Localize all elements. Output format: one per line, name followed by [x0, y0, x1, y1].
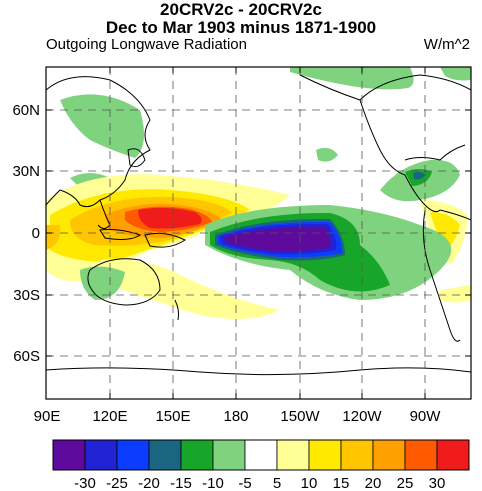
lon-label-90e: 90E [34, 408, 61, 425]
shade-npac-blob [316, 147, 338, 162]
colorbar-swatch [148, 439, 182, 471]
shade-pos-30 [138, 207, 202, 229]
colorbar-swatch [276, 439, 310, 471]
colorbar-swatch [308, 439, 342, 471]
colorbar-swatch [52, 439, 86, 471]
colorbar-label: -25 [106, 475, 128, 491]
lat-label-60s: 60S [13, 348, 40, 365]
colorbar-swatch [436, 439, 470, 471]
colorbar-label: 25 [397, 475, 414, 491]
colorbar-label: 30 [429, 475, 446, 491]
colorbar-label: -30 [74, 475, 96, 491]
variable-label: Outgoing Longwave Radiation [46, 36, 247, 53]
colorbar-label: -15 [170, 475, 192, 491]
lat-label-30s: 30S [13, 287, 40, 304]
axis-ticks [46, 67, 471, 399]
colorbar-swatch [180, 439, 214, 471]
lon-label-90w: 90W [410, 408, 442, 425]
shade-north-atlantic [440, 67, 471, 81]
shade-north-pacific [290, 67, 414, 90]
lon-label-120e: 120E [92, 408, 127, 425]
colorbar-swatch [116, 439, 150, 471]
lat-label-30n: 30N [12, 163, 40, 180]
colorbar-swatch [340, 439, 374, 471]
colorbar-label: 5 [273, 475, 281, 491]
shade-indian-ocean [46, 225, 61, 250]
colorbar-label: -10 [202, 475, 224, 491]
anomaly-field [46, 67, 471, 399]
lat-label-60n: 60N [12, 102, 40, 119]
colorbar-swatch [404, 439, 438, 471]
title-line-1: 20CRV2c - 20CRV2c [160, 0, 322, 19]
map-grid [46, 67, 471, 399]
colorbar-swatch [244, 439, 278, 471]
shade-gulf-core2 [413, 171, 426, 180]
lon-label-150e: 150E [155, 408, 190, 425]
coastlines [46, 74, 471, 376]
title-line-2: Dec to Mar 1903 minus 1871-1900 [105, 18, 377, 37]
lon-label-120w: 120W [342, 408, 382, 425]
lat-label-eq: 0 [32, 225, 40, 242]
colorbar-label: -20 [138, 475, 160, 491]
colorbar-label: 15 [333, 475, 350, 491]
units-label: W/m^2 [423, 36, 470, 53]
colorbar-swatch [212, 439, 246, 471]
colorbar-label: 10 [301, 475, 318, 491]
lon-label-150w: 150W [280, 408, 320, 425]
shade-south-atlantic [440, 285, 471, 303]
colorbar-label: -5 [238, 475, 251, 491]
colorbar-label: 20 [365, 475, 382, 491]
colorbar: -30 -25 -20 -15 -10 -5 5 10 15 20 25 30 [52, 439, 470, 491]
lon-label-180: 180 [223, 408, 248, 425]
shade-south-america-core [430, 212, 460, 250]
shade-australia [80, 266, 125, 300]
colorbar-swatch [372, 439, 406, 471]
shade-spcz [100, 258, 280, 319]
colorbar-frame [52, 439, 470, 471]
colorbar-swatch [84, 439, 118, 471]
